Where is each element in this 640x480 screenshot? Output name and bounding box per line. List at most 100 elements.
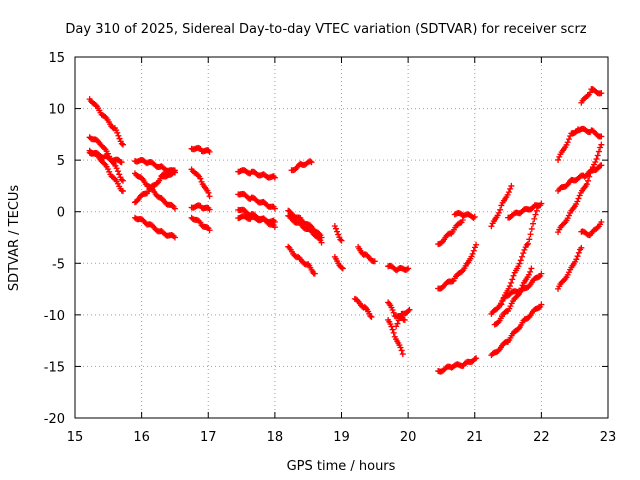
- data-point: [531, 215, 538, 222]
- data-point: [368, 313, 375, 320]
- data-point: [406, 306, 413, 313]
- data-point: [271, 174, 278, 181]
- data-point: [206, 193, 213, 200]
- data-point: [339, 265, 346, 272]
- series-track-8: [131, 214, 178, 241]
- data-point: [463, 260, 470, 267]
- data-point: [555, 156, 562, 163]
- y-tick-label: 15: [48, 51, 65, 66]
- data-point: [523, 241, 530, 248]
- data-point: [118, 159, 125, 166]
- data-point: [518, 285, 525, 292]
- series-track-35: [505, 200, 545, 221]
- data-point: [118, 140, 125, 147]
- data-point: [469, 250, 476, 257]
- data-point: [588, 166, 595, 173]
- data-point: [495, 209, 502, 216]
- data-point: [556, 153, 563, 160]
- x-tick-label: 15: [67, 430, 84, 445]
- y-tick-label: 5: [57, 154, 65, 169]
- series-track-20: [285, 212, 325, 246]
- series-track-29: [393, 306, 413, 330]
- data-point: [508, 182, 515, 189]
- data-point: [586, 173, 593, 180]
- data-point: [197, 175, 204, 182]
- y-tick-label: -20: [44, 412, 65, 427]
- data-point: [119, 188, 126, 195]
- data-point: [565, 136, 572, 143]
- data-point: [118, 176, 125, 183]
- series-track-15: [235, 190, 278, 212]
- data-point: [563, 141, 570, 148]
- series-track-45: [555, 244, 585, 292]
- data-point: [528, 265, 535, 272]
- series-track-11: [188, 166, 213, 200]
- data-point: [598, 90, 605, 97]
- data-point: [530, 220, 537, 227]
- data-point: [564, 139, 571, 146]
- data-point: [449, 278, 456, 285]
- series-track-32: [435, 241, 480, 292]
- data-point: [399, 351, 406, 358]
- data-point: [525, 240, 532, 247]
- data-point: [565, 269, 572, 276]
- data-point: [538, 200, 545, 207]
- data-point: [115, 132, 122, 139]
- data-point: [575, 195, 582, 202]
- data-point: [338, 264, 345, 271]
- series-track-39: [488, 301, 545, 359]
- data-point: [104, 166, 111, 173]
- data-point: [205, 189, 212, 196]
- x-tick-label: 18: [267, 430, 284, 445]
- data-point: [521, 246, 528, 253]
- series-track-1: [86, 96, 126, 148]
- data-point: [563, 182, 570, 189]
- data-point: [114, 129, 121, 136]
- data-point: [525, 271, 532, 278]
- data-point: [119, 177, 126, 184]
- data-point: [508, 279, 515, 286]
- x-tick-label: 21: [466, 430, 483, 445]
- series-track-22: [331, 223, 345, 244]
- series-track-30: [435, 216, 466, 248]
- data-point: [473, 355, 480, 362]
- data-point: [390, 309, 397, 316]
- series-track-4: [86, 149, 125, 166]
- data-point: [527, 268, 534, 275]
- data-point: [509, 276, 516, 283]
- data-point: [390, 329, 397, 336]
- data-point: [271, 224, 278, 231]
- data-point: [206, 148, 213, 155]
- series-track-46: [578, 219, 605, 239]
- y-tick-label: 10: [48, 103, 65, 118]
- data-point: [499, 297, 506, 304]
- data-point: [102, 113, 109, 120]
- data-point: [397, 344, 404, 351]
- data-point: [597, 144, 604, 151]
- data-point: [367, 313, 374, 320]
- data-point: [574, 253, 581, 260]
- data-point: [403, 266, 410, 273]
- data-point: [271, 205, 278, 212]
- data-point: [393, 323, 400, 330]
- data-point: [532, 211, 539, 218]
- data-point: [533, 207, 540, 214]
- data-point: [473, 241, 480, 248]
- data-point: [494, 305, 501, 312]
- data-point: [497, 206, 504, 213]
- series-track-31: [451, 209, 478, 221]
- data-point: [594, 152, 601, 159]
- data-point: [471, 355, 478, 362]
- data-point: [598, 162, 605, 169]
- data-point: [506, 283, 513, 290]
- data-point: [308, 159, 315, 166]
- data-point: [470, 214, 477, 221]
- data-point: [457, 220, 464, 227]
- data-point: [587, 89, 594, 96]
- data-point: [576, 192, 583, 199]
- data-point: [401, 317, 408, 324]
- data-point: [505, 189, 512, 196]
- series-track-37: [491, 265, 535, 328]
- data-point: [507, 185, 514, 192]
